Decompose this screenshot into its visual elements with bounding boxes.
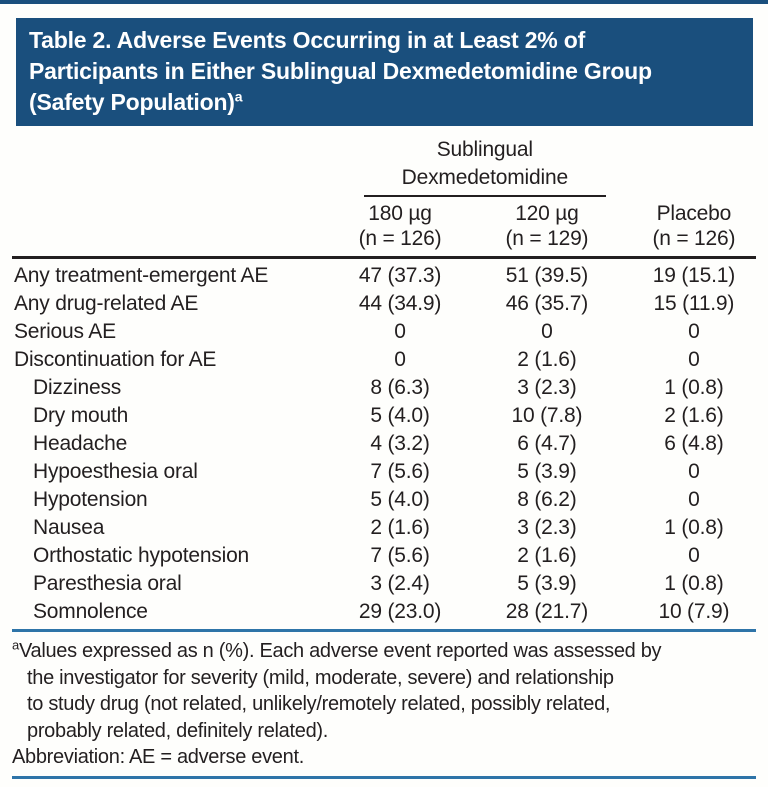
value-180ug: 5 (4.0) [370, 488, 430, 511]
value-180ug: 7 (5.6) [370, 544, 430, 567]
value-180ug: 4 (3.2) [370, 432, 430, 455]
footnote: aValues expressed as n (%). Each adverse… [12, 638, 756, 771]
table-row: Nausea 2 (1.6) 3 (2.3) 1 (0.8) [12, 514, 756, 542]
row-label: Somnolence [33, 600, 148, 623]
value-180ug: 0 [394, 348, 406, 371]
column-header-placebo: Placebo (n = 126) [631, 197, 756, 259]
table-row: Serious AE 0 0 0 [12, 318, 756, 346]
page-bottom-rule [12, 775, 756, 779]
value-120ug: 10 (7.8) [511, 404, 583, 427]
table-row: Hypoesthesia oral 7 (5.6) 5 (3.9) 0 [12, 458, 756, 486]
placebo-spacer [632, 126, 756, 197]
value-120ug: 0 [541, 320, 553, 343]
column-header-120ug: 120 µg (n = 129) [462, 197, 632, 259]
value-120ug: 3 (2.3) [517, 376, 577, 399]
row-label: Headache [33, 432, 128, 455]
value-placebo: 0 [688, 544, 700, 567]
value-120ug: 51 (39.5) [505, 264, 589, 287]
footnote-line: aValues expressed as n (%). Each adverse… [12, 637, 662, 662]
table-row: Headache 4 (3.2) 6 (4.7) 6 (4.8) [12, 430, 756, 458]
value-180ug: 44 (34.9) [358, 292, 442, 315]
value-180ug: 0 [394, 320, 406, 343]
row-label: Discontinuation for AE [14, 348, 217, 371]
value-placebo: 15 (11.9) [653, 292, 735, 315]
row-label: Dizziness [33, 376, 122, 399]
row-label: Any drug-related AE [14, 292, 199, 315]
table-content: Sublingual Dexmedetomidine 180 µg (n = 1… [12, 126, 756, 779]
row-label: Paresthesia oral [33, 572, 182, 595]
value-placebo: 1 (0.8) [664, 376, 724, 399]
value-120ug: 5 (3.9) [517, 572, 577, 595]
value-120ug: 46 (35.7) [505, 292, 589, 315]
row-label: Dry mouth [33, 404, 129, 427]
row-label: Orthostatic hypotension [33, 544, 250, 567]
value-180ug: 8 (6.3) [370, 376, 430, 399]
spanner-spacer [12, 126, 338, 197]
value-placebo: 0 [688, 460, 700, 483]
drug-group-header: Sublingual Dexmedetomidine [338, 126, 632, 197]
value-placebo: 0 [688, 348, 700, 371]
table-title-line1: Table 2. Adverse Events Occurring in at … [29, 27, 586, 53]
table-row: Hypotension 5 (4.0) 8 (6.2) 0 [12, 486, 756, 514]
value-180ug: 7 (5.6) [370, 460, 430, 483]
table-body: Any treatment-emergent AE 47 (37.3) 51 (… [12, 258, 756, 627]
title-footnote-marker: a [234, 88, 243, 105]
value-placebo: 1 (0.8) [664, 572, 724, 595]
table-row: Paresthesia oral 3 (2.4) 5 (3.9) 1 (0.8) [12, 570, 756, 598]
row-label: Serious AE [14, 320, 116, 343]
row-label: Any treatment-emergent AE [14, 264, 269, 287]
footnote-marker: a [12, 637, 19, 653]
value-placebo: 6 (4.8) [664, 432, 724, 455]
drug-group-underline [363, 195, 606, 197]
row-label: Nausea [33, 516, 105, 539]
label-column-header [12, 197, 338, 259]
value-180ug: 5 (4.0) [370, 404, 430, 427]
value-120ug: 8 (6.2) [517, 488, 577, 511]
table-row: Somnolence 29 (23.0) 28 (21.7) 10 (7.9) [12, 598, 756, 626]
table-bottom-rule [12, 629, 756, 632]
value-120ug: 2 (1.6) [517, 348, 577, 371]
table-title: Table 2. Adverse Events Occurring in at … [16, 18, 753, 126]
value-180ug: 47 (37.3) [358, 264, 442, 287]
table-row: Any drug-related AE 44 (34.9) 46 (35.7) … [12, 290, 756, 318]
value-120ug: 2 (1.6) [517, 544, 577, 567]
table-row: Dizziness 8 (6.3) 3 (2.3) 1 (0.8) [12, 374, 756, 402]
value-120ug: 3 (2.3) [517, 516, 577, 539]
value-180ug: 2 (1.6) [370, 516, 430, 539]
table-title-line3: (Safety Population)a [29, 88, 243, 115]
table-row: Discontinuation for AE 0 2 (1.6) 0 [12, 346, 756, 374]
row-label: Hypoesthesia oral [33, 460, 198, 483]
abbreviation-line: Abbreviation: AE = adverse event. [12, 746, 304, 768]
value-180ug: 29 (23.0) [358, 600, 442, 623]
spanner-row: Sublingual Dexmedetomidine [12, 126, 756, 197]
table-row: Any treatment-emergent AE 47 (37.3) 51 (… [12, 258, 756, 291]
value-placebo: 1 (0.8) [664, 516, 724, 539]
table-title-line2: Participants in Either Sublingual Dexmed… [29, 58, 652, 84]
value-180ug: 3 (2.4) [370, 572, 430, 595]
table-row: Dry mouth 5 (4.0) 10 (7.8) 2 (1.6) [12, 402, 756, 430]
footnote-line: the investigator for severity (mild, mod… [27, 666, 614, 689]
column-header-row: 180 µg (n = 126) 120 µg (n = 129) Placeb… [12, 197, 756, 259]
value-120ug: 6 (4.7) [517, 432, 577, 455]
value-placebo: 0 [688, 320, 700, 343]
adverse-events-table: Sublingual Dexmedetomidine 180 µg (n = 1… [12, 126, 756, 626]
column-header-180ug: 180 µg (n = 126) [337, 197, 463, 259]
table-row: Orthostatic hypotension 7 (5.6) 2 (1.6) … [12, 542, 756, 570]
value-120ug: 5 (3.9) [517, 460, 577, 483]
footnote-line: to study drug (not related, unlikely/rem… [27, 693, 611, 715]
value-120ug: 28 (21.7) [505, 600, 589, 623]
value-placebo: 2 (1.6) [664, 404, 724, 427]
value-placebo: 10 (7.9) [658, 600, 730, 623]
row-label: Hypotension [33, 488, 148, 511]
value-placebo: 0 [688, 488, 700, 511]
top-rule [0, 0, 768, 4]
drug-group-label: Sublingual Dexmedetomidine [401, 138, 568, 189]
footnote-line: probably related, definitely related). [27, 719, 329, 742]
value-placebo: 19 (15.1) [652, 264, 735, 287]
